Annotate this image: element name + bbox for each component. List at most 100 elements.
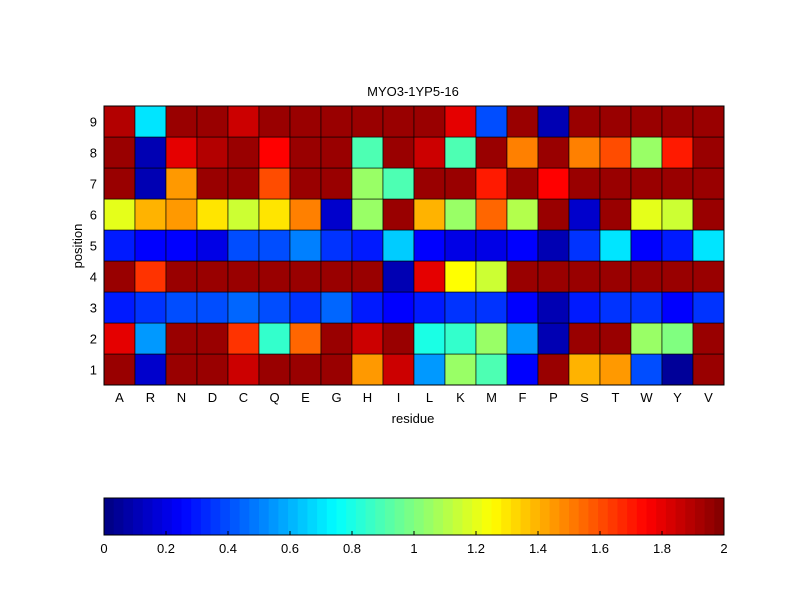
heatmap-cell-G-8 [320,136,353,169]
colorbar-segment [714,498,725,535]
heatmap-cell-A-7 [103,167,136,200]
colorbar-tick-label: 1 [410,541,417,556]
heatmap-cell-M-3 [475,291,508,324]
heatmap-cell-P-4 [537,260,570,293]
heatmap-cell-D-4 [196,260,229,293]
x-tick-label: F [519,390,527,405]
colorbar [104,498,725,535]
heatmap-cell-H-9 [351,105,384,138]
heatmap-cell-M-9 [475,105,508,138]
heatmap-cell-L-8 [413,136,446,169]
colorbar-tick-label: 1.2 [467,541,485,556]
heatmap-cell-T-3 [599,291,632,324]
x-axis-label: residue [392,411,435,426]
heatmap-cell-M-4 [475,260,508,293]
colorbar-segment [191,498,202,535]
heatmap-cell-Q-9 [258,105,291,138]
heatmap-cell-P-3 [537,291,570,324]
colorbar-segment [452,498,463,535]
heatmap-cell-N-1 [165,353,198,386]
heatmap-cell-L-1 [413,353,446,386]
x-tick-label: H [363,390,372,405]
heatmap-cell-R-4 [134,260,167,293]
heatmap-cell-G-7 [320,167,353,200]
heatmap-cell-E-3 [289,291,322,324]
heatmap-cell-H-6 [351,198,384,231]
colorbar-segment [365,498,376,535]
heatmap-cell-R-1 [134,353,167,386]
heatmap-cell-Y-2 [661,322,694,355]
heatmap-cell-M-2 [475,322,508,355]
heatmap-cell-A-5 [103,229,136,262]
heatmap-cell-I-1 [382,353,415,386]
heatmap-cell-M-7 [475,167,508,200]
x-tick-label: D [208,390,217,405]
heatmap-cell-T-1 [599,353,632,386]
colorbar-segment [239,498,250,535]
colorbar-segment [588,498,599,535]
chart-title: MYO3-1YP5-16 [367,84,459,99]
colorbar-segment [675,498,686,535]
heatmap-cell-H-5 [351,229,384,262]
heatmap-cell-F-6 [506,198,539,231]
heatmap-cell-M-1 [475,353,508,386]
heatmap-cell-C-3 [227,291,260,324]
heatmap-cell-T-8 [599,136,632,169]
colorbar-segment [694,498,706,535]
heatmap-cell-L-4 [413,260,446,293]
heatmap-cell-A-2 [103,322,136,355]
colorbar-segment [685,498,696,535]
heatmap-cell-C-6 [227,198,260,231]
y-tick-label: 5 [90,239,97,254]
heatmap-cell-W-4 [630,260,663,293]
colorbar-segment [617,498,628,535]
heatmap-cell-N-7 [165,167,198,200]
heatmap-cell-Q-4 [258,260,291,293]
colorbar-segment [336,498,347,535]
heatmap-cell-H-8 [351,136,384,169]
colorbar-segment [200,498,212,535]
heatmap-cell-W-6 [630,198,663,231]
heatmap-cell-S-7 [568,167,601,200]
heatmap-cell-P-1 [537,353,570,386]
heatmap-cell-D-8 [196,136,229,169]
heatmap-cell-K-8 [444,136,477,169]
x-tick-label: S [580,390,589,405]
heatmap-cell-V-2 [692,322,725,355]
heatmap-cell-C-2 [227,322,260,355]
heatmap-cell-C-4 [227,260,260,293]
colorbar-segment [462,498,473,535]
heatmap-cell-Y-4 [661,260,694,293]
colorbar-segment [481,498,492,535]
heatmap-cell-V-4 [692,260,725,293]
colorbar-segment [627,498,638,535]
heatmap-cell-M-5 [475,229,508,262]
colorbar-tick-label: 1.4 [529,541,547,556]
colorbar-segment [559,498,570,535]
heatmap-cell-Y-3 [661,291,694,324]
colorbar-segment [375,498,386,535]
heatmap-cell-A-9 [103,105,136,138]
colorbar-segment [229,498,241,535]
heatmap-cell-F-9 [506,105,539,138]
heatmap-cell-N-8 [165,136,198,169]
colorbar-segment [598,498,609,535]
heatmap-cell-V-5 [692,229,725,262]
y-axis-label: position [70,224,85,269]
colorbar-tick-label: 0 [100,541,107,556]
heatmap-cell-N-4 [165,260,198,293]
heatmap-cells [103,105,725,386]
heatmap-cell-F-4 [506,260,539,293]
heatmap-cell-K-5 [444,229,477,262]
heatmap-cell-Y-6 [661,198,694,231]
heatmap-cell-T-9 [599,105,632,138]
colorbar-segment [539,498,551,535]
heatmap-cell-Y-1 [661,353,694,386]
heatmap-cell-Q-2 [258,322,291,355]
y-tick-labels: 1 2 3 4 5 6 7 8 9 [90,115,97,378]
y-tick-label: 7 [90,177,97,192]
y-tick-label: 9 [90,115,97,130]
heatmap-cell-H-7 [351,167,384,200]
heatmap-cell-V-8 [692,136,725,169]
